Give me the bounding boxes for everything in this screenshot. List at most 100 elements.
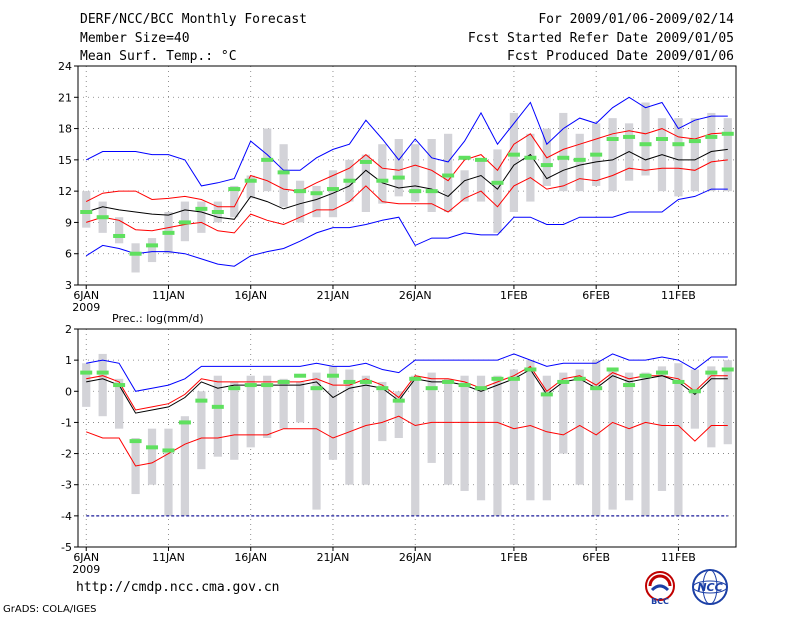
prec-ensemble-mean-marker <box>475 386 488 391</box>
prec-ytick-label: -5 <box>61 541 72 554</box>
bcc-logo-text: BCC <box>651 597 669 606</box>
prec-series-lower <box>86 415 728 467</box>
prec-box <box>147 428 157 485</box>
prec-ensemble-mean-marker <box>129 439 142 444</box>
prec-box <box>115 378 124 429</box>
prec-ensemble-mean-marker <box>705 370 718 375</box>
prec-panel-title: Prec.: log(mm/d) <box>112 312 204 325</box>
temp-ensemble-mean-marker <box>425 189 438 194</box>
prec-box <box>509 369 519 485</box>
prec-box <box>559 372 568 454</box>
temp-box <box>230 185 239 218</box>
temp-ensemble-mean-marker <box>442 173 455 178</box>
temp-box <box>608 118 617 192</box>
prec-box <box>723 360 732 445</box>
temp-box <box>723 118 732 192</box>
prec-ensemble-mean-marker <box>507 376 520 381</box>
temp-ensemble-mean-marker <box>540 163 553 168</box>
prec-ensemble-mean-marker <box>442 379 455 384</box>
prec-box <box>427 372 436 463</box>
prec-ensemble-mean-marker <box>623 383 636 388</box>
temp-ytick-label: 24 <box>58 60 72 73</box>
prec-box <box>180 416 190 516</box>
prec-ensemble-mean-marker <box>343 379 356 384</box>
temp-box <box>328 170 338 218</box>
prec-xtick-label: 16JAN <box>234 551 267 564</box>
temp-xtick-label: 11FEB <box>661 289 696 302</box>
prec-ensemble-mean-marker <box>80 370 93 375</box>
prec-xtick-label: 11FEB <box>661 551 696 564</box>
prec-box <box>460 375 469 491</box>
temp-box <box>82 191 91 228</box>
temp-ensemble-mean-marker <box>376 178 389 183</box>
prec-box <box>411 375 420 516</box>
temp-ensemble-mean-marker <box>343 178 356 183</box>
prec-ensemble-mean-marker <box>178 420 191 425</box>
prec-ensemble-mean-marker <box>359 379 372 384</box>
temp-series-max <box>85 96 728 187</box>
prec-xtick-label: 21JAN <box>317 551 350 564</box>
ncc-logo-text: NCC <box>697 581 722 594</box>
temp-box <box>361 154 370 212</box>
prec-ensemble-mean-marker <box>672 379 685 384</box>
temp-ensemble-mean-marker <box>129 251 142 256</box>
bcc-logo: BCC <box>645 571 675 606</box>
prec-box <box>295 381 305 423</box>
grads-credit: GrADS: COLA/IGES <box>3 604 97 615</box>
temp-box <box>378 144 387 204</box>
prec-box <box>164 428 173 516</box>
prec-ensemble-mean-marker <box>688 389 701 394</box>
prec-ensemble-mean-marker <box>146 445 159 450</box>
temp-box <box>147 238 157 263</box>
title-line-2: Member Size=40 <box>80 31 190 46</box>
prec-ytick-label: 0 <box>65 385 72 398</box>
prec-box <box>230 381 239 460</box>
temp-series-mean <box>86 148 728 220</box>
prec-box <box>444 378 453 485</box>
temp-box <box>246 175 255 199</box>
prec-ensemble-mean-marker <box>392 398 405 403</box>
temp-ensemble-mean-marker <box>80 210 93 214</box>
temp-box <box>394 139 403 197</box>
prec-box <box>542 375 551 501</box>
temp-ensemble-mean-marker <box>573 157 586 162</box>
temp-ytick-label: 3 <box>65 279 72 292</box>
prec-ensemble-mean-marker <box>326 373 339 378</box>
temp-ensemble-mean-marker <box>146 243 159 248</box>
prec-box <box>690 369 699 429</box>
temp-ensemble-mean-marker <box>507 152 520 157</box>
prec-ensemble-mean-marker <box>655 370 668 375</box>
temp-ytick-label: 15 <box>58 154 72 167</box>
temp-ensemble-mean-marker <box>491 180 504 185</box>
prec-ensemble-mean-marker <box>721 367 734 372</box>
prec-ensemble-mean-marker <box>573 376 586 381</box>
prec-box <box>526 360 535 501</box>
temp-box <box>690 118 699 192</box>
prec-box <box>674 363 683 516</box>
temp-ensemble-mean-marker <box>655 137 668 141</box>
temp-xtick-label: 26JAN <box>399 289 432 302</box>
source-url[interactable]: http://cmdp.ncc.cma.gov.cn <box>76 580 280 595</box>
temp-ensemble-mean-marker <box>310 191 323 196</box>
prec-xtick-label: 11JAN <box>152 551 185 564</box>
temp-xtick-year: 2009 <box>72 301 100 314</box>
temp-ensemble-mean-marker <box>623 134 636 139</box>
prec-ensemble-mean-marker <box>639 373 652 378</box>
prec-box <box>624 372 634 501</box>
temp-ensemble-mean-marker <box>261 157 274 162</box>
temp-box <box>476 159 486 202</box>
start-date-line: Fcst Started Refer Date 2009/01/05 <box>467 31 734 46</box>
temp-box <box>295 180 305 223</box>
temp-ensemble-mean-marker <box>244 178 257 183</box>
temp-box <box>575 133 584 192</box>
prec-box <box>378 381 387 442</box>
temp-ensemble-mean-marker <box>721 131 734 136</box>
temp-box <box>279 144 288 207</box>
temp-box <box>526 133 535 202</box>
prec-ensemble-mean-marker <box>113 383 126 388</box>
prec-xtick-label: 26JAN <box>399 551 432 564</box>
prec-box <box>394 391 403 438</box>
temp-xtick-label: 6FEB <box>582 289 610 302</box>
prec-ensemble-mean-marker <box>244 383 257 388</box>
prec-ensemble-mean-marker <box>491 376 504 381</box>
